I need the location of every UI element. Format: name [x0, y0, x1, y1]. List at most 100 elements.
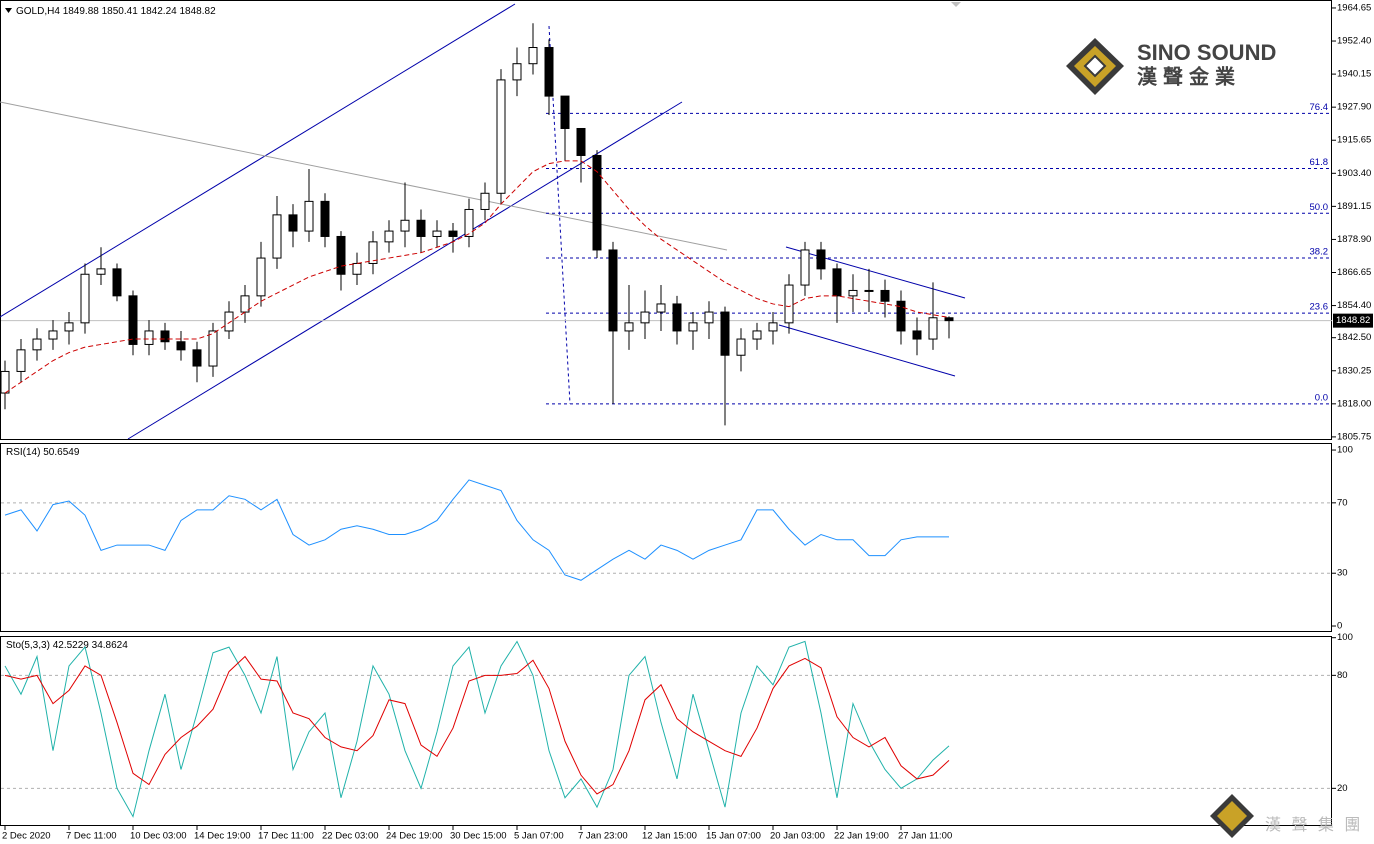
candle-body: [144, 330, 154, 345]
logo-chinese: 漢聲金業: [1137, 64, 1241, 88]
candle-body: [192, 349, 202, 367]
y-tick-label: 1818.00: [1337, 398, 1371, 409]
candle-body: [448, 230, 458, 237]
price-box: [1333, 313, 1373, 328]
fib-label: 38.2: [1310, 247, 1329, 258]
y-tick-label: 1915.65: [1337, 135, 1371, 146]
x-tick-label: 22 Jan 19:00: [834, 831, 889, 842]
y-tick-label: 1940.15: [1337, 69, 1371, 80]
rsi-label: RSI(14) 50.6549: [6, 447, 80, 458]
candle-body: [896, 300, 906, 332]
candle-body: [0, 370, 10, 394]
indicator-line: [4, 640, 950, 818]
candle-body: [848, 289, 858, 297]
y-tick-label: 1927.90: [1337, 102, 1371, 113]
fib-label: 76.4: [1310, 102, 1329, 113]
x-tick-label: 24 Dec 19:00: [386, 831, 443, 842]
x-tick-label: 7 Jan 23:00: [578, 831, 628, 842]
price-box-label: 1848.82: [1336, 315, 1370, 326]
rsi-panel: [0, 443, 1332, 632]
trend-lines: [0, 3, 966, 440]
candle-body: [304, 200, 314, 232]
y-tick-label: 30: [1337, 568, 1348, 579]
logo: SINO SOUND 漢聲金業 漢 聲 集 團: [1066, 38, 1363, 838]
chart-header: GOLD,H4 1849.88 1850.41 1842.24 1848.82: [16, 6, 216, 17]
indicator-line: [4, 655, 950, 795]
x-tick-label: 27 Jan 11:00: [898, 831, 952, 842]
candle-body: [464, 208, 474, 237]
candle-body: [816, 249, 826, 270]
price-panel: [0, 0, 1332, 440]
fib-label: 23.6: [1310, 302, 1329, 313]
logo-core: [1083, 54, 1107, 78]
y-tick-label: 1854.40: [1337, 300, 1371, 311]
stoch-signal: 34.8624: [92, 640, 129, 651]
candle-body: [368, 241, 378, 264]
candle-body: [400, 219, 410, 232]
candle-body: [256, 257, 266, 297]
x-tick-label: 5 Jan 07:00: [514, 831, 564, 842]
stoch-panel: [0, 636, 1332, 826]
y-tick-label: 70: [1337, 497, 1348, 508]
candle-body: [224, 311, 234, 332]
x-tick-label: 14 Dec 19:00: [194, 831, 251, 842]
candle-body: [336, 235, 346, 275]
candle-body: [528, 47, 538, 65]
candle-body: [208, 330, 218, 367]
x-tick-label: 20 Jan 03:00: [770, 831, 825, 842]
candle-body: [512, 63, 522, 81]
menu-icon: [5, 8, 12, 13]
candle-body: [128, 295, 138, 345]
candle-body: [320, 200, 330, 237]
candle-body: [416, 219, 426, 237]
candle-body: [704, 311, 714, 324]
y-tick-label: 100: [1337, 632, 1353, 643]
candle-body: [96, 268, 106, 275]
candle-body: [800, 249, 810, 286]
y-tick-label: 100: [1337, 445, 1353, 456]
y-tick-label: 1891.15: [1337, 201, 1371, 212]
channel-upper: [0, 3, 516, 318]
fib-label: 0.0: [1315, 392, 1328, 403]
x-tick-label: 10 Dec 03:00: [130, 831, 187, 842]
x-tick-label: 12 Jan 15:00: [642, 831, 697, 842]
footer-text: 漢 聲 集 團: [1265, 816, 1363, 834]
y-tick-label: 0: [1337, 621, 1342, 632]
flag-lower: [778, 324, 956, 377]
flag-upper: [785, 246, 966, 299]
candle-body: [688, 322, 698, 332]
open: 1849.88: [63, 6, 100, 17]
candle-body: [384, 230, 394, 243]
indicator-line: [4, 479, 949, 581]
y-tick-label: 80: [1337, 670, 1348, 681]
candle-body: [656, 303, 666, 313]
footer-logo-inner: [1217, 801, 1247, 831]
x-tick-label: 2 Dec 2020: [2, 831, 51, 842]
candle-body: [80, 273, 90, 324]
high: 1850.41: [102, 6, 139, 17]
fib-label: 50.0: [1310, 202, 1329, 213]
candle-body: [352, 262, 362, 275]
close: 1848.82: [180, 6, 217, 17]
candle-body: [592, 154, 602, 251]
candle-body: [608, 249, 618, 332]
candle-body: [176, 341, 186, 351]
candle-body: [784, 284, 794, 324]
candle-body: [736, 338, 746, 356]
candle-body: [768, 322, 778, 332]
low: 1842.24: [141, 6, 178, 17]
y-tick-label: 1903.40: [1337, 168, 1371, 179]
candle-body: [640, 311, 650, 324]
candle-body: [912, 330, 922, 340]
x-tick-label: 22 Dec 03:00: [322, 831, 379, 842]
x-tick-label: 15 Jan 07:00: [706, 831, 761, 842]
resistance-line: [0, 101, 728, 251]
x-tick-label: 17 Dec 11:00: [258, 831, 314, 842]
moving-average: [4, 160, 950, 394]
x-tick-label: 30 Dec 15:00: [450, 831, 507, 842]
y-tick-label: 1842.50: [1337, 332, 1371, 343]
candle-body: [32, 338, 42, 351]
candle-body: [672, 303, 682, 332]
candle-body: [752, 330, 762, 340]
